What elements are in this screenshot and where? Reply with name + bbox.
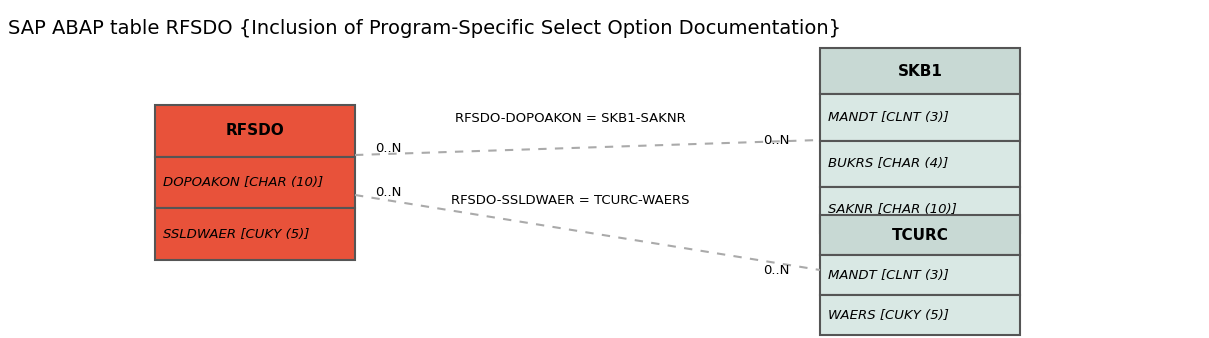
Text: 0..N: 0..N	[375, 142, 401, 154]
FancyBboxPatch shape	[820, 48, 1020, 94]
Text: TCURC: TCURC	[891, 227, 948, 242]
Text: 0..N: 0..N	[764, 134, 789, 146]
Text: SSLDWAER [CUKY (5)]: SSLDWAER [CUKY (5)]	[163, 228, 310, 241]
FancyBboxPatch shape	[155, 105, 355, 157]
FancyBboxPatch shape	[155, 157, 355, 208]
Text: SKB1: SKB1	[897, 64, 943, 79]
Text: RFSDO: RFSDO	[226, 123, 284, 138]
FancyBboxPatch shape	[820, 215, 1020, 255]
Text: 0..N: 0..N	[375, 187, 401, 199]
Text: DOPOAKON [CHAR (10)]: DOPOAKON [CHAR (10)]	[163, 176, 323, 189]
Text: BUKRS [CHAR (4)]: BUKRS [CHAR (4)]	[828, 157, 948, 170]
Text: MANDT [CLNT (3)]: MANDT [CLNT (3)]	[828, 111, 949, 124]
Text: SAKNR [CHAR (10)]: SAKNR [CHAR (10)]	[828, 203, 956, 216]
Text: SAP ABAP table RFSDO {Inclusion of Program-Specific Select Option Documentation}: SAP ABAP table RFSDO {Inclusion of Progr…	[8, 19, 841, 38]
FancyBboxPatch shape	[820, 94, 1020, 141]
Text: RFSDO-SSLDWAER = TCURC-WAERS: RFSDO-SSLDWAER = TCURC-WAERS	[451, 193, 689, 207]
FancyBboxPatch shape	[155, 208, 355, 260]
FancyBboxPatch shape	[820, 255, 1020, 295]
FancyBboxPatch shape	[820, 187, 1020, 233]
Text: WAERS [CUKY (5)]: WAERS [CUKY (5)]	[828, 309, 949, 321]
FancyBboxPatch shape	[820, 295, 1020, 335]
Text: RFSDO-DOPOAKON = SKB1-SAKNR: RFSDO-DOPOAKON = SKB1-SAKNR	[455, 112, 686, 124]
FancyBboxPatch shape	[820, 141, 1020, 187]
Text: 0..N: 0..N	[764, 264, 789, 276]
Text: MANDT [CLNT (3)]: MANDT [CLNT (3)]	[828, 268, 949, 282]
